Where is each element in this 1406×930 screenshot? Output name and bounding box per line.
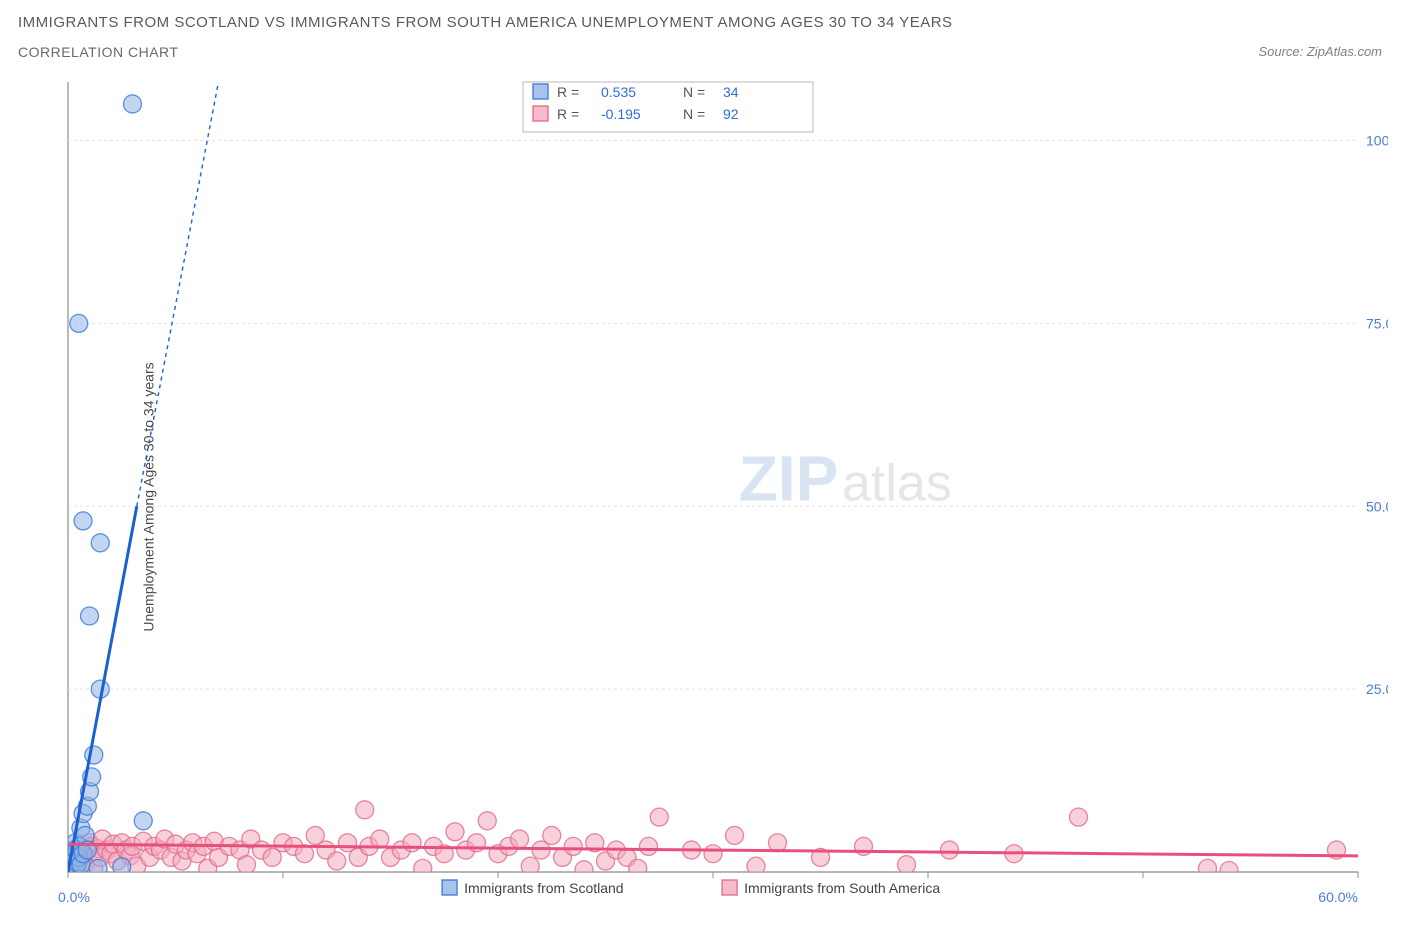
- data-point: [898, 856, 916, 874]
- legend-r-label: R =: [557, 84, 579, 100]
- data-point: [941, 841, 959, 859]
- data-point: [575, 861, 593, 879]
- watermark: ZIP: [739, 443, 839, 515]
- source-credit: Source: ZipAtlas.com: [1258, 44, 1382, 59]
- series-legend-label: Immigrants from Scotland: [464, 880, 623, 896]
- data-point: [91, 534, 109, 552]
- data-point: [1220, 862, 1238, 880]
- legend-n-label: N =: [683, 84, 705, 100]
- data-point: [403, 834, 421, 852]
- legend-swatch: [533, 106, 548, 121]
- data-point: [446, 823, 464, 841]
- data-point: [89, 859, 107, 877]
- data-point: [543, 826, 561, 844]
- y-tick-label: 25.0%: [1366, 681, 1388, 697]
- data-point: [726, 826, 744, 844]
- regression-line: [68, 506, 137, 872]
- legend-swatch: [722, 880, 737, 895]
- data-point: [704, 845, 722, 863]
- data-point: [356, 801, 374, 819]
- correlation-scatter-chart: 25.0% 50.0% 75.0% 100.0% 0.0% 60.0% ZIPatlas R …: [18, 78, 1388, 916]
- data-point: [511, 830, 529, 848]
- data-point: [237, 856, 255, 874]
- data-point: [769, 834, 787, 852]
- legend-swatch: [442, 880, 457, 895]
- watermark: atlas: [842, 455, 952, 513]
- legend-r-value: -0.195: [601, 106, 641, 122]
- legend-r-label: R =: [557, 106, 579, 122]
- data-point: [629, 859, 647, 877]
- legend-n-label: N =: [683, 106, 705, 122]
- data-point: [124, 95, 142, 113]
- chart-subtitle: CORRELATION CHART: [18, 44, 178, 60]
- data-point: [70, 870, 88, 888]
- legend-n-value: 34: [723, 84, 739, 100]
- data-point: [640, 837, 658, 855]
- legend-n-value: 92: [723, 106, 739, 122]
- legend-r-value: 0.535: [601, 84, 636, 100]
- data-point: [70, 314, 88, 332]
- chart-container: Unemployment Among Ages 30 to 34 years 2…: [18, 78, 1388, 916]
- data-point: [134, 812, 152, 830]
- data-point: [1199, 859, 1217, 877]
- series-legend-label: Immigrants from South America: [744, 880, 940, 896]
- y-tick-label: 50.0%: [1366, 498, 1388, 514]
- data-point: [328, 852, 346, 870]
- y-tick-label: 75.0%: [1366, 315, 1388, 331]
- data-point: [81, 607, 99, 625]
- legend-swatch: [533, 84, 548, 99]
- data-point: [1070, 808, 1088, 826]
- y-tick-label: 100.0%: [1366, 133, 1388, 149]
- data-point: [371, 830, 389, 848]
- x-tick-label: 60.0%: [1318, 889, 1358, 905]
- data-point: [414, 859, 432, 877]
- data-point: [478, 812, 496, 830]
- y-axis-label: Unemployment Among Ages 30 to 34 years: [141, 362, 157, 631]
- chart-title: IMMIGRANTS FROM SCOTLAND VS IMMIGRANTS F…: [18, 14, 953, 31]
- x-tick-label: 0.0%: [58, 889, 90, 905]
- data-point: [564, 837, 582, 855]
- data-point: [74, 512, 92, 530]
- data-point: [650, 808, 668, 826]
- data-point: [113, 858, 131, 876]
